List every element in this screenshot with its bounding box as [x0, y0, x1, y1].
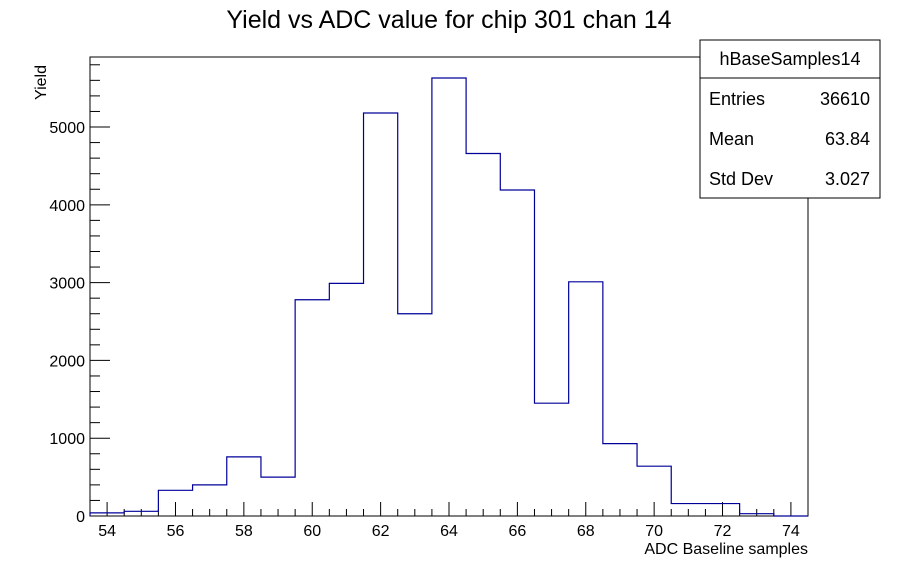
stats-entries-value: 36610	[820, 89, 870, 109]
x-tick-label: 58	[235, 523, 253, 540]
stats-box-name: hBaseSamples14	[719, 49, 860, 69]
x-tick-label: 62	[372, 523, 390, 540]
x-tick-label: 68	[577, 523, 595, 540]
y-tick-label: 2000	[49, 353, 85, 370]
stats-stddev-label: Std Dev	[709, 169, 773, 189]
y-tick-label: 1000	[49, 431, 85, 448]
x-axis-label: ADC Baseline samples	[644, 541, 808, 558]
y-tick-label: 4000	[49, 198, 85, 215]
x-tick-label: 66	[508, 523, 526, 540]
x-tick-label: 70	[645, 523, 663, 540]
x-tick-label: 64	[440, 523, 458, 540]
stats-mean-label: Mean	[709, 129, 754, 149]
stats-mean-value: 63.84	[825, 129, 870, 149]
y-axis: 0 1000 2000 3000 4000 5000	[49, 65, 110, 526]
stats-entries-label: Entries	[709, 89, 765, 109]
x-tick-label: 74	[782, 523, 800, 540]
y-axis-label: Yield	[33, 65, 50, 100]
y-tick-label: 0	[76, 509, 85, 526]
stats-box: hBaseSamples14 Entries 36610 Mean 63.84 …	[700, 40, 880, 198]
y-tick-label: 5000	[49, 120, 85, 137]
x-tick-label: 60	[303, 523, 321, 540]
x-tick-label: 72	[714, 523, 732, 540]
chart-title: Yield vs ADC value for chip 301 chan 14	[226, 6, 671, 34]
stats-stddev-value: 3.027	[825, 169, 870, 189]
x-axis: 54 56 58 60 62 64 66 68 70 72 74	[90, 502, 808, 540]
x-tick-label: 56	[167, 523, 185, 540]
y-tick-label: 3000	[49, 276, 85, 293]
histogram-chart: Yield vs ADC value for chip 301 chan 14 …	[0, 0, 898, 574]
x-tick-label: 54	[98, 523, 116, 540]
